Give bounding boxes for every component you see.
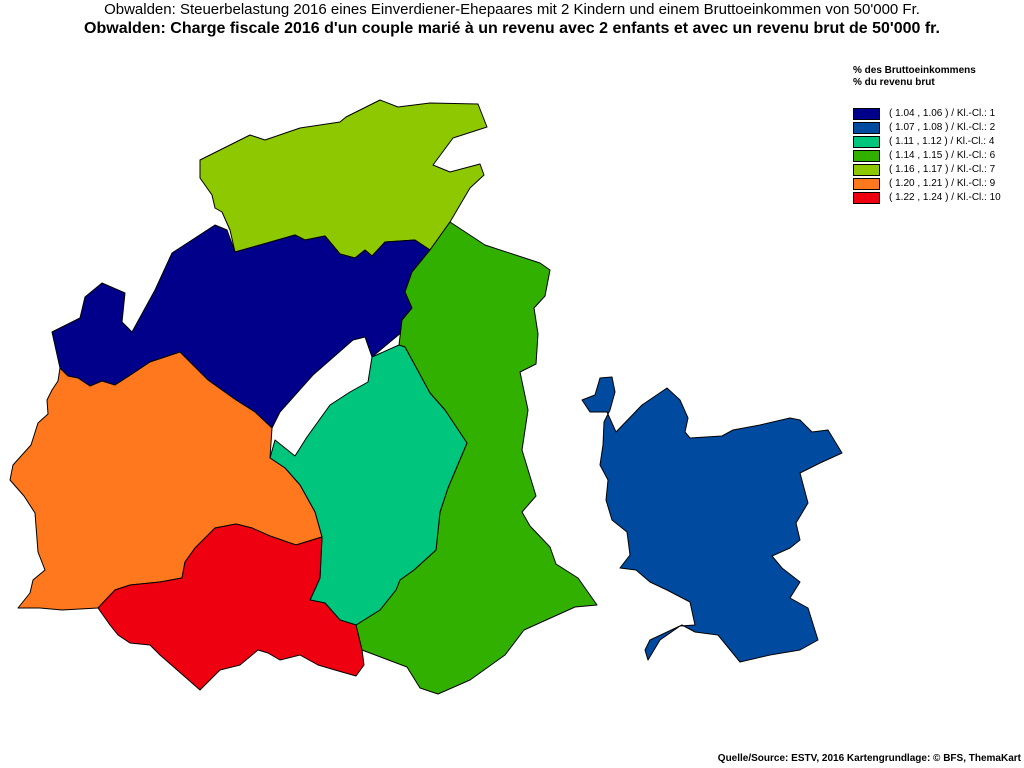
legend-label: ( 1.11 , 1.12 ) / Kl.-Cl.: 4 [889,136,995,147]
legend: % des Bruttoeinkommens % du revenu brut … [853,65,1023,205]
legend-label: ( 1.04 , 1.06 ) / Kl.-Cl.: 1 [889,108,996,119]
legend-swatch [853,136,880,148]
legend-item-class-6: ( 1.14 , 1.15 ) / Kl.-Cl.: 6 [853,149,1023,163]
legend-label: ( 1.16 , 1.17 ) / Kl.-Cl.: 7 [889,164,996,175]
legend-swatch [853,122,880,134]
legend-swatch [853,108,880,120]
title-german: Obwalden: Steuerbelastung 2016 eines Ein… [104,1,920,18]
legend-label: ( 1.07 , 1.08 ) / Kl.-Cl.: 2 [889,122,996,133]
title-french: Obwalden: Charge fiscale 2016 d'un coupl… [84,20,940,37]
legend-item-class-7: ( 1.16 , 1.17 ) / Kl.-Cl.: 7 [853,163,1023,177]
legend-swatch [853,178,880,190]
region-exclave [581,376,843,663]
legend-label: ( 1.20 , 1.21 ) / Kl.-Cl.: 9 [889,178,996,189]
legend-swatch [853,192,880,204]
legend-title-french: % du revenu brut [853,77,935,88]
legend-swatch [853,150,880,162]
legend-label: ( 1.14 , 1.15 ) / Kl.-Cl.: 6 [889,150,996,161]
legend-item-class-10: ( 1.22 , 1.24 ) / Kl.-Cl.: 10 [853,191,1023,205]
region-south [97,523,365,691]
legend-item-class-2: ( 1.07 , 1.08 ) / Kl.-Cl.: 2 [853,121,1023,135]
legend-item-class-4: ( 1.11 , 1.12 ) / Kl.-Cl.: 4 [853,135,1023,149]
legend-item-class-1: ( 1.04 , 1.06 ) / Kl.-Cl.: 1 [853,107,1023,121]
legend-title-german: % des Bruttoeinkommens [853,65,976,76]
source-credit: Quelle/Source: ESTV, 2016 Kartengrundlag… [717,753,1021,764]
legend-item-class-9: ( 1.20 , 1.21 ) / Kl.-Cl.: 9 [853,177,1023,191]
legend-swatch [853,164,880,176]
legend-label: ( 1.22 , 1.24 ) / Kl.-Cl.: 10 [889,192,1001,203]
